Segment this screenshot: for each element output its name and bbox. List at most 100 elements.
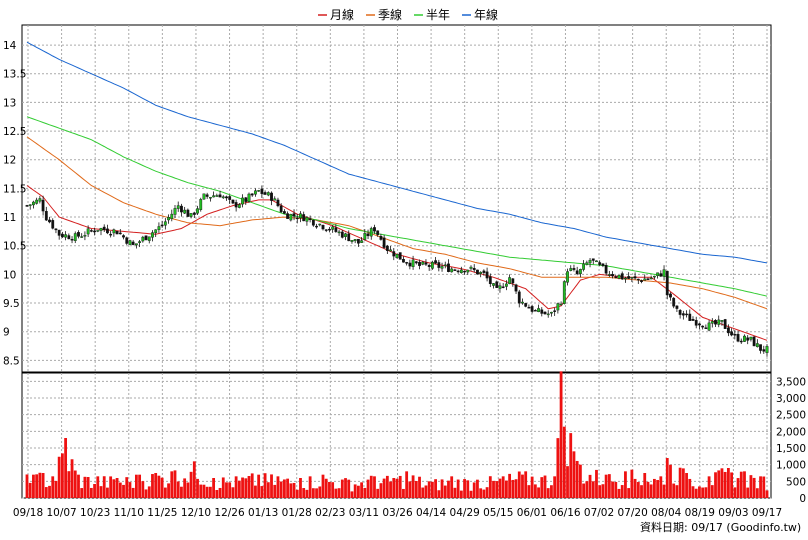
x-tick-label: 04/14 — [416, 507, 447, 519]
volume-bar — [434, 479, 438, 498]
candle-body — [138, 241, 142, 243]
volume-bar — [466, 480, 470, 498]
volume-bar — [125, 477, 129, 498]
candle-body — [183, 209, 187, 214]
volume-bar — [482, 489, 486, 498]
candle-body — [331, 226, 335, 230]
volume-bar — [102, 476, 106, 498]
candle-body — [118, 232, 122, 235]
volume-tick-label: 1,500 — [776, 443, 806, 455]
candle-body — [221, 196, 225, 199]
volume-bar — [356, 485, 360, 498]
volume-bar — [237, 480, 241, 498]
volume-bar — [681, 468, 685, 498]
candle-body — [247, 193, 251, 202]
volume-bar — [572, 451, 576, 498]
candle-body — [421, 261, 425, 265]
volume-bar — [630, 469, 634, 498]
volume-tick-label: 2,500 — [776, 410, 806, 422]
candle-body — [733, 334, 737, 336]
candle-body — [681, 313, 685, 316]
volume-bar — [89, 487, 93, 498]
volume-bar — [228, 482, 232, 498]
x-tick-label: 09/03 — [718, 507, 748, 519]
candle-body — [550, 311, 553, 314]
volume-bar — [215, 489, 219, 498]
volume-bar — [138, 474, 142, 498]
candle-body — [93, 230, 96, 233]
candle-body — [492, 283, 495, 286]
candle-body — [83, 235, 87, 237]
candle-body — [646, 278, 650, 280]
candle-body — [553, 310, 557, 312]
candle-body — [115, 231, 119, 235]
candle-body — [205, 194, 209, 197]
volume-bar — [537, 487, 540, 498]
candle-body — [527, 307, 531, 309]
candle-body — [218, 194, 222, 198]
volume-bar — [144, 489, 148, 498]
volume-bar — [167, 483, 170, 498]
volume-bar — [337, 488, 341, 498]
candle-body — [572, 268, 576, 270]
candle-body — [324, 229, 328, 231]
candle-body — [459, 269, 463, 274]
volume-bar — [662, 484, 666, 498]
volume-bar — [376, 488, 380, 498]
volume-bar — [173, 470, 177, 498]
volume-bar — [739, 471, 743, 498]
volume-bar — [324, 478, 328, 498]
candle-body — [273, 198, 277, 201]
candle-body — [67, 235, 71, 240]
volume-bar — [360, 482, 364, 498]
candle-body — [440, 266, 444, 269]
candle-body — [672, 297, 676, 307]
candle-body — [340, 231, 344, 238]
volume-bar — [54, 480, 58, 498]
legend-label: 季線 — [378, 7, 402, 22]
volume-bar — [698, 486, 701, 498]
x-tick-label: 03/11 — [349, 507, 379, 519]
legend-label: 月線 — [330, 7, 354, 22]
candle-body — [659, 273, 663, 277]
volume-bar — [154, 473, 158, 498]
volume-bar — [527, 485, 531, 498]
volume-bar — [511, 479, 515, 498]
volume-bar — [566, 466, 569, 498]
candle-body — [746, 337, 750, 341]
candle-body — [257, 190, 261, 192]
volume-bar — [733, 487, 737, 498]
x-tick-label: 06/01 — [517, 507, 547, 519]
candle-body — [369, 228, 373, 237]
volume-bar — [176, 481, 180, 498]
volume-grid — [21, 371, 772, 499]
volume-bar — [743, 471, 746, 498]
candle-body — [302, 214, 306, 222]
candle-body — [270, 192, 273, 201]
volume-bar — [707, 476, 711, 498]
candle-body — [759, 344, 762, 351]
volume-bar — [588, 474, 592, 498]
volume-bar — [643, 473, 647, 498]
x-tick-label: 05/15 — [483, 507, 513, 519]
candle-body — [707, 322, 711, 331]
volume-bar — [128, 482, 132, 498]
candle-body — [237, 204, 241, 208]
volume-bar — [334, 488, 338, 498]
candle-body — [131, 241, 135, 245]
volume-bar — [273, 484, 277, 498]
volume-bar — [504, 480, 508, 498]
candle-body — [578, 268, 582, 274]
candle-body — [212, 195, 216, 198]
volume-bar — [44, 487, 48, 498]
volume-bar — [582, 483, 586, 498]
volume-bar — [752, 477, 756, 498]
candle-body — [176, 205, 180, 209]
candle-body — [418, 261, 421, 266]
candle-body — [752, 336, 756, 347]
candle-body — [141, 236, 145, 242]
candle-body — [86, 228, 90, 235]
volume-bar — [575, 460, 579, 498]
volume-bar — [620, 485, 624, 498]
